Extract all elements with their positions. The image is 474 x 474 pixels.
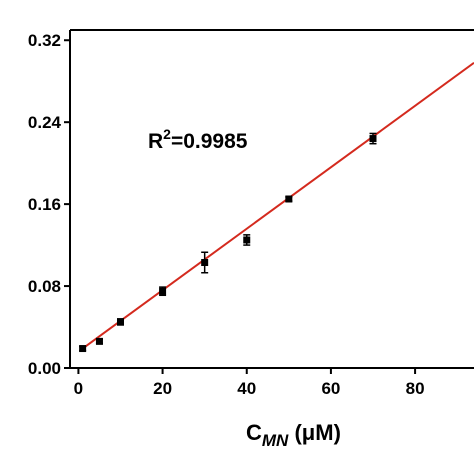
data-point bbox=[243, 236, 251, 244]
data-points-layer bbox=[79, 132, 377, 353]
y-tick-label: 0.08 bbox=[28, 277, 61, 296]
data-point bbox=[369, 135, 377, 143]
x-tick-label: 20 bbox=[153, 379, 172, 398]
data-point bbox=[159, 287, 167, 295]
x-tick-label: 80 bbox=[406, 379, 425, 398]
data-point bbox=[79, 345, 87, 353]
data-point bbox=[285, 195, 293, 203]
x-tick-label: 40 bbox=[237, 379, 256, 398]
plot-frame bbox=[69, 29, 474, 369]
y-axis-ticks: 0.00 0.08 0.16 0.24 0.32 bbox=[28, 31, 70, 378]
data-point bbox=[117, 318, 124, 326]
y-tick-label: 0.16 bbox=[28, 195, 61, 214]
data-point bbox=[95, 337, 103, 345]
x-tick-label: 60 bbox=[321, 379, 340, 398]
fit-line-layer bbox=[82, 61, 474, 350]
y-tick-label: 0.00 bbox=[28, 359, 61, 378]
data-point bbox=[201, 259, 209, 267]
x-axis-ticks: 0 20 40 60 80 bbox=[74, 368, 425, 398]
x-tick-label: 0 bbox=[74, 379, 83, 398]
r-squared-annotation: R2=0.9985 bbox=[148, 126, 248, 153]
linear-fit-line bbox=[82, 61, 474, 350]
x-axis-label: CMN (μM) bbox=[246, 420, 341, 450]
y-tick-label: 0.32 bbox=[28, 31, 61, 50]
y-tick-label: 0.24 bbox=[28, 113, 62, 132]
